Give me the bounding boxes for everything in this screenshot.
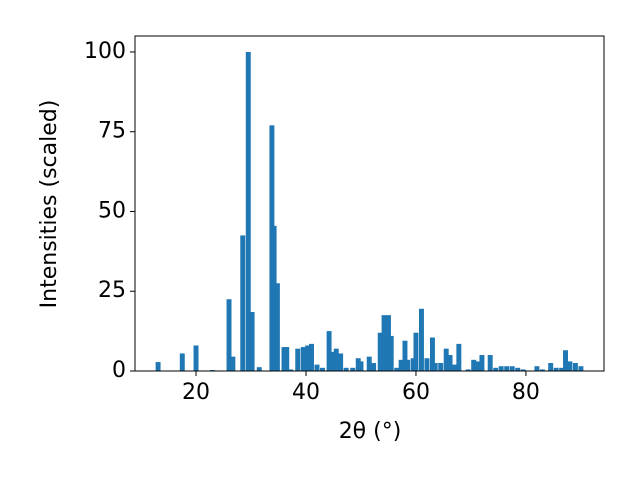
- bar: [343, 367, 349, 371]
- x-tick-label: 20: [182, 380, 210, 405]
- bar: [329, 351, 335, 371]
- x-tick-label: 40: [292, 380, 320, 405]
- bar: [271, 225, 277, 371]
- bar: [559, 367, 565, 371]
- plot-frame: [134, 35, 605, 372]
- bar: [424, 358, 430, 371]
- bar: [520, 369, 526, 371]
- y-tick-label: 100: [84, 39, 126, 64]
- bar: [487, 355, 493, 371]
- bar: [338, 353, 344, 371]
- bar: [438, 363, 444, 371]
- bar: [226, 299, 232, 371]
- x-tick-label: 60: [402, 380, 430, 405]
- bar: [471, 359, 477, 371]
- bar: [366, 356, 372, 371]
- bar: [578, 366, 584, 371]
- y-tick-label: 75: [98, 119, 126, 144]
- bar: [155, 362, 161, 371]
- bar: [418, 308, 424, 371]
- bar: [314, 364, 320, 371]
- bar: [274, 283, 280, 371]
- bar: [371, 363, 377, 371]
- bar: [456, 343, 462, 371]
- bar: [447, 355, 453, 371]
- bar: [509, 366, 515, 371]
- bar: [388, 335, 394, 371]
- bar: [256, 367, 262, 371]
- y-tick-label: 25: [98, 278, 126, 303]
- bar: [305, 345, 311, 371]
- bar: [539, 369, 545, 371]
- y-tick-label: 50: [98, 198, 126, 223]
- bar: [567, 361, 573, 371]
- bar: [498, 366, 504, 371]
- bar: [515, 367, 521, 371]
- bar: [377, 332, 383, 371]
- bar: [493, 367, 499, 371]
- bar: [320, 367, 325, 371]
- bar: [358, 361, 364, 371]
- bar: [443, 348, 449, 371]
- bar: [326, 331, 332, 371]
- bar: [288, 369, 294, 371]
- bar: [479, 355, 485, 371]
- x-axis-label: 2θ (°): [339, 419, 402, 444]
- bar: [432, 363, 438, 371]
- bar: [504, 366, 510, 371]
- bar: [295, 348, 301, 371]
- bar: [300, 347, 306, 371]
- bar: [410, 358, 416, 371]
- bar: [451, 364, 457, 371]
- bar: [284, 347, 290, 371]
- y-axis-label: Intensities (scaled): [37, 100, 62, 309]
- bar: [193, 345, 199, 371]
- bar: [572, 363, 578, 371]
- y-tick-label: 0: [112, 358, 126, 383]
- bar: [548, 363, 554, 371]
- bar: [398, 359, 404, 371]
- bar: [381, 315, 387, 371]
- bar: [402, 340, 408, 371]
- bar: [413, 332, 419, 371]
- bar: [394, 367, 400, 371]
- bar: [534, 366, 540, 371]
- bar: [249, 311, 255, 371]
- bar: [429, 337, 435, 371]
- bar: [475, 361, 481, 371]
- bar: [405, 359, 411, 371]
- bar: [465, 369, 471, 371]
- x-tick-label: 80: [512, 380, 540, 405]
- bar: [309, 343, 314, 371]
- bar: [563, 350, 568, 371]
- bar: [230, 356, 236, 371]
- bar: [333, 348, 339, 371]
- bar: [240, 235, 246, 371]
- bar: [179, 353, 185, 371]
- bar: [385, 315, 391, 371]
- bar: [281, 347, 287, 371]
- bar: [350, 367, 356, 371]
- bar: [355, 358, 361, 371]
- bar: [245, 51, 251, 371]
- bar: [553, 367, 559, 371]
